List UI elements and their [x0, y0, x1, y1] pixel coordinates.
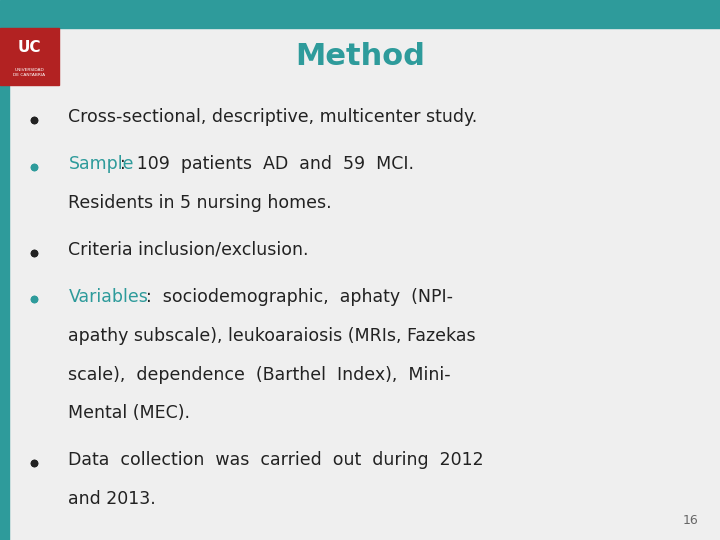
Text: UNIVERSIDAD
DE CANTABRIA: UNIVERSIDAD DE CANTABRIA	[14, 68, 45, 77]
Bar	[0, 28, 59, 85]
Text: Cross-sectional, descriptive, multicenter study.: Cross-sectional, descriptive, multicente…	[68, 108, 477, 126]
Text: Method: Method	[295, 42, 425, 71]
Text: Residents in 5 nursing homes.: Residents in 5 nursing homes.	[68, 194, 332, 212]
Text: UC: UC	[18, 40, 41, 56]
Text: :  sociodemographic,  aphaty  (NPI-: : sociodemographic, aphaty (NPI-	[146, 288, 453, 306]
Text: Sample: Sample	[68, 155, 134, 173]
Text: Variables: Variables	[68, 288, 148, 306]
Text: :  109  patients  AD  and  59  MCI.: : 109 patients AD and 59 MCI.	[120, 155, 414, 173]
Text: scale),  dependence  (Barthel  Index),  Mini-: scale), dependence (Barthel Index), Mini…	[68, 366, 451, 383]
Bar	[0, 0, 720, 28]
Text: apathy subscale), leukoaraiosis (MRIs, Fazekas: apathy subscale), leukoaraiosis (MRIs, F…	[68, 327, 476, 345]
Text: Data  collection  was  carried  out  during  2012: Data collection was carried out during 2…	[68, 451, 484, 469]
Text: 16: 16	[683, 514, 698, 526]
Text: Criteria inclusion/exclusion.: Criteria inclusion/exclusion.	[68, 241, 309, 259]
Text: Mental (MEC).: Mental (MEC).	[68, 404, 190, 422]
Bar	[0, 28, 9, 540]
Text: and 2013.: and 2013.	[68, 490, 156, 508]
